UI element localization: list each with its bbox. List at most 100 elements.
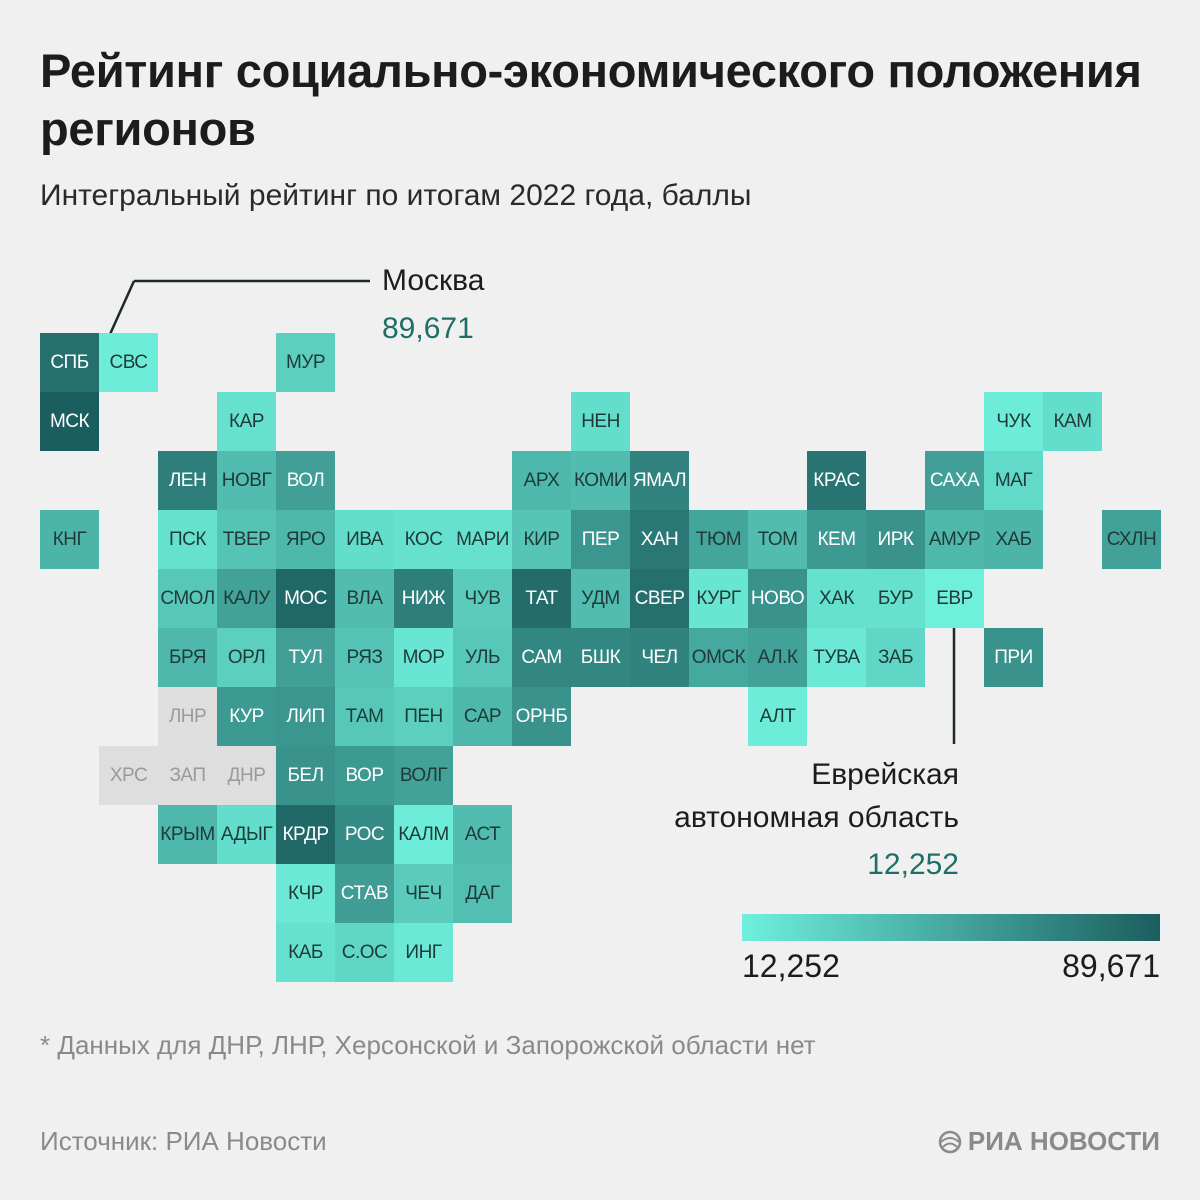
region-tile-ТУЛ: ТУЛ: [276, 628, 335, 687]
region-tile-ПРИ: ПРИ: [984, 628, 1043, 687]
region-tile-ИРК: ИРК: [866, 510, 925, 569]
region-tile-АРХ: АРХ: [512, 451, 571, 510]
region-tile-ВОЛГ: ВОЛГ: [394, 746, 453, 805]
region-tile-СТАВ: СТАВ: [335, 864, 394, 923]
region-tile-КРДР: КРДР: [276, 805, 335, 864]
globe-icon: [938, 1130, 962, 1153]
region-tile-ТВЕР: ТВЕР: [217, 510, 276, 569]
region-tile-ХАБ: ХАБ: [984, 510, 1043, 569]
footnote: * Данных для ДНР, ЛНР, Херсонской и Запо…: [40, 1030, 816, 1060]
region-tile-КУР: КУР: [217, 687, 276, 746]
region-tile-ИВА: ИВА: [335, 510, 394, 569]
moscow-callout-value: 89,671: [382, 312, 474, 345]
region-tile-КАЛМ: КАЛМ: [394, 805, 453, 864]
region-tile-ТУВА: ТУВА: [807, 628, 866, 687]
region-tile-МСК: МСК: [40, 392, 99, 451]
region-tile-ХРС: ХРС: [99, 746, 158, 805]
region-tile-ЧУК: ЧУК: [984, 392, 1043, 451]
legend-max-label: 89,671: [1062, 948, 1160, 984]
legend-min-label: 12,252: [742, 948, 840, 984]
region-tile-ЗАП: ЗАП: [158, 746, 217, 805]
logo-text: РИА НОВОСТИ: [967, 1126, 1160, 1156]
region-tile-КРЫМ: КРЫМ: [158, 805, 217, 864]
region-tile-САР: САР: [453, 687, 512, 746]
region-tile-АЛТ: АЛТ: [748, 687, 807, 746]
region-tile-ТАТ: ТАТ: [512, 569, 571, 628]
evr-callout-value: 12,252: [867, 848, 959, 881]
region-tile-ТОМ: ТОМ: [748, 510, 807, 569]
region-tile-ЯМАЛ: ЯМАЛ: [630, 451, 689, 510]
region-tile-АМУР: АМУР: [925, 510, 984, 569]
region-tile-КАБ: КАБ: [276, 923, 335, 982]
region-tile-ТАМ: ТАМ: [335, 687, 394, 746]
region-tile-НИЖ: НИЖ: [394, 569, 453, 628]
region-tile-СВЕР: СВЕР: [630, 569, 689, 628]
region-tile-ЛЕН: ЛЕН: [158, 451, 217, 510]
region-tile-НЕН: НЕН: [571, 392, 630, 451]
chart-subtitle: Интегральный рейтинг по итогам 2022 года…: [40, 179, 752, 212]
region-tile-КЧР: КЧР: [276, 864, 335, 923]
region-tile-САХА: САХА: [925, 451, 984, 510]
region-tile-КНГ: КНГ: [40, 510, 99, 569]
region-tile-ВОЛ: ВОЛ: [276, 451, 335, 510]
region-tile-КОС: КОС: [394, 510, 453, 569]
region-tile-САМ: САМ: [512, 628, 571, 687]
region-tile-ИНГ: ИНГ: [394, 923, 453, 982]
region-tile-МОС: МОС: [276, 569, 335, 628]
region-tile-ЧЕЧ: ЧЕЧ: [394, 864, 453, 923]
region-tile-ЗАБ: ЗАБ: [866, 628, 925, 687]
ria-logo: РИА НОВОСТИ: [938, 1126, 1160, 1157]
evr-callout-label-line1: Еврейская: [811, 758, 959, 791]
region-tile-ПЕР: ПЕР: [571, 510, 630, 569]
region-tile-КАР: КАР: [217, 392, 276, 451]
region-tile-ЛНР: ЛНР: [158, 687, 217, 746]
region-tile-СВС: СВС: [99, 333, 158, 392]
region-tile-КАЛУ: КАЛУ: [217, 569, 276, 628]
region-tile-ЛИП: ЛИП: [276, 687, 335, 746]
region-tile-РЯЗ: РЯЗ: [335, 628, 394, 687]
region-tile-ЧЕЛ: ЧЕЛ: [630, 628, 689, 687]
region-tile-АЛ.К: АЛ.К: [748, 628, 807, 687]
region-tile-СХЛН: СХЛН: [1102, 510, 1161, 569]
region-tile-УЛЬ: УЛЬ: [453, 628, 512, 687]
region-tile-БУР: БУР: [866, 569, 925, 628]
chart-title: Рейтинг социально-экономического положен…: [40, 44, 1142, 155]
region-tile-АСТ: АСТ: [453, 805, 512, 864]
region-tile-С.ОС: С.ОС: [335, 923, 394, 982]
region-tile-ДНР: ДНР: [217, 746, 276, 805]
region-tile-ЧУВ: ЧУВ: [453, 569, 512, 628]
region-tile-ПЕН: ПЕН: [394, 687, 453, 746]
legend-gradient-bar: [742, 914, 1160, 941]
region-tile-МОР: МОР: [394, 628, 453, 687]
region-tile-ОМСК: ОМСК: [689, 628, 748, 687]
region-tile-МАРИ: МАРИ: [453, 510, 512, 569]
region-tile-УДМ: УДМ: [571, 569, 630, 628]
region-tile-ОРЛ: ОРЛ: [217, 628, 276, 687]
region-tile-КОМИ: КОМИ: [571, 451, 630, 510]
region-tile-БРЯ: БРЯ: [158, 628, 217, 687]
evr-callout-label-line2: автономная область: [674, 801, 959, 834]
region-tile-АДЫГ: АДЫГ: [217, 805, 276, 864]
region-tile-МАГ: МАГ: [984, 451, 1043, 510]
moscow-callout-label: Москва: [382, 264, 485, 297]
region-tile-ВЛА: ВЛА: [335, 569, 394, 628]
region-tile-КРАС: КРАС: [807, 451, 866, 510]
region-tile-НОВО: НОВО: [748, 569, 807, 628]
region-tile-ХАН: ХАН: [630, 510, 689, 569]
region-tile-ХАК: ХАК: [807, 569, 866, 628]
region-tile-НОВГ: НОВГ: [217, 451, 276, 510]
region-tile-ЕВР: ЕВР: [925, 569, 984, 628]
region-tile-ЯРО: ЯРО: [276, 510, 335, 569]
region-tile-БШК: БШК: [571, 628, 630, 687]
region-tile-РОС: РОС: [335, 805, 394, 864]
region-tile-ПСК: ПСК: [158, 510, 217, 569]
source-text: Источник: РИА Новости: [40, 1126, 327, 1156]
region-tile-БЕЛ: БЕЛ: [276, 746, 335, 805]
region-tile-КУРГ: КУРГ: [689, 569, 748, 628]
region-tile-ОРНБ: ОРНБ: [512, 687, 571, 746]
region-tile-СМОЛ: СМОЛ: [158, 569, 217, 628]
region-tile-КИР: КИР: [512, 510, 571, 569]
region-tile-МУР: МУР: [276, 333, 335, 392]
region-tile-КЕМ: КЕМ: [807, 510, 866, 569]
